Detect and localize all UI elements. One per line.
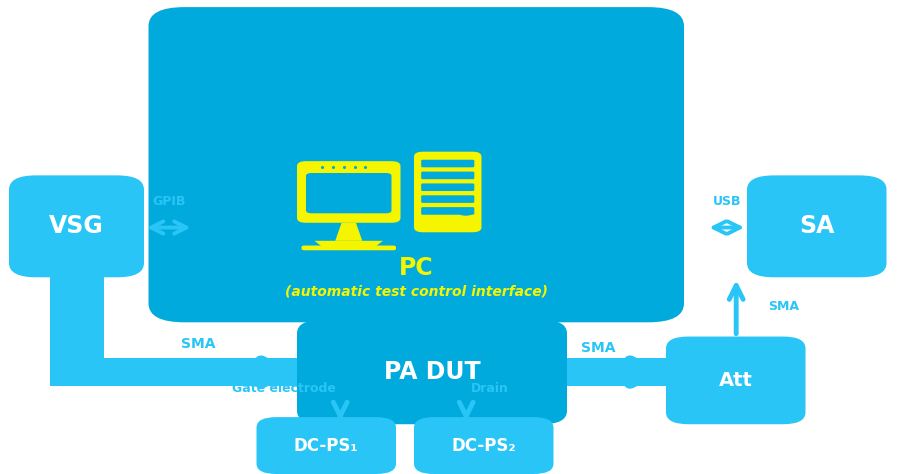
- FancyBboxPatch shape: [50, 277, 104, 372]
- Text: DC-PS₁: DC-PS₁: [294, 437, 358, 455]
- FancyBboxPatch shape: [414, 152, 482, 232]
- FancyBboxPatch shape: [297, 161, 400, 223]
- Text: Gate electrode: Gate electrode: [232, 382, 336, 395]
- FancyBboxPatch shape: [666, 337, 806, 424]
- FancyBboxPatch shape: [297, 320, 567, 424]
- Text: PC: PC: [399, 256, 434, 280]
- FancyBboxPatch shape: [9, 175, 144, 277]
- Text: Drain: Drain: [471, 382, 508, 395]
- Polygon shape: [335, 223, 362, 241]
- FancyBboxPatch shape: [421, 195, 474, 203]
- Text: PA DUT: PA DUT: [383, 360, 481, 384]
- Text: SA: SA: [799, 214, 834, 238]
- Text: SMA: SMA: [768, 301, 798, 313]
- Text: VSG: VSG: [50, 214, 104, 238]
- FancyBboxPatch shape: [414, 417, 554, 474]
- FancyBboxPatch shape: [421, 160, 474, 167]
- FancyBboxPatch shape: [50, 358, 297, 386]
- FancyBboxPatch shape: [256, 417, 396, 474]
- Text: DC-PS₂: DC-PS₂: [452, 437, 516, 455]
- FancyBboxPatch shape: [148, 7, 684, 322]
- FancyBboxPatch shape: [747, 175, 886, 277]
- Polygon shape: [315, 241, 383, 246]
- FancyBboxPatch shape: [421, 172, 474, 179]
- FancyBboxPatch shape: [459, 209, 472, 216]
- FancyBboxPatch shape: [302, 246, 396, 250]
- Text: USB: USB: [713, 195, 741, 208]
- Text: Att: Att: [719, 371, 752, 390]
- FancyBboxPatch shape: [306, 173, 392, 213]
- Text: GPIB: GPIB: [152, 195, 185, 208]
- FancyBboxPatch shape: [567, 358, 675, 386]
- Text: SMA: SMA: [181, 337, 215, 351]
- Text: (automatic test control interface): (automatic test control interface): [284, 284, 548, 299]
- FancyBboxPatch shape: [421, 207, 474, 215]
- Text: SMA: SMA: [581, 341, 616, 356]
- FancyBboxPatch shape: [421, 183, 474, 191]
